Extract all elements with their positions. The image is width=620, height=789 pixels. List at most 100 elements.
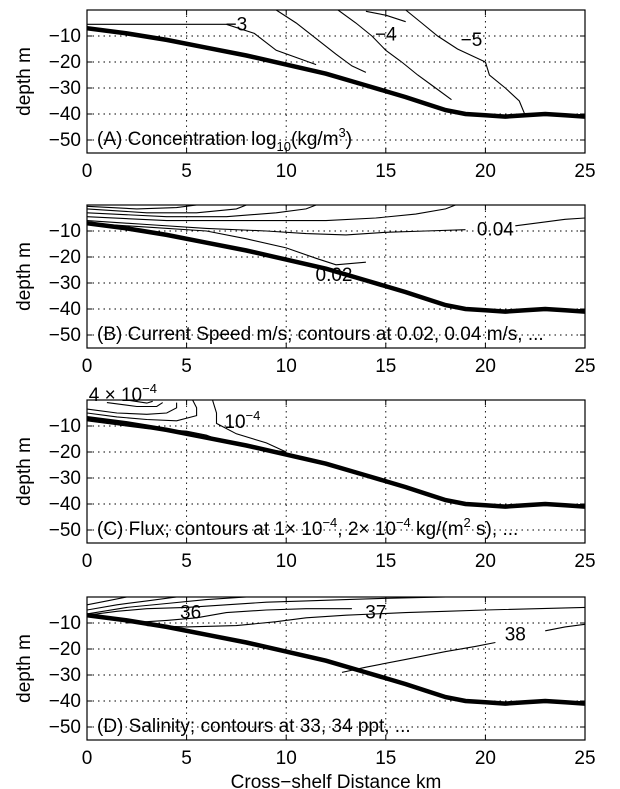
contour-line xyxy=(87,205,247,214)
contour-label: 0.04 xyxy=(477,220,514,241)
contour-line xyxy=(87,597,177,611)
contour-label: 4 × 10−4 xyxy=(89,381,157,406)
panel-label-text: (C) Flux; contours at 1× 10 xyxy=(97,519,322,540)
x-axis-label: Cross−shelf Distance km xyxy=(231,772,442,789)
y-tick-label: −30 xyxy=(49,665,81,686)
contour-label-value: 36 xyxy=(180,603,201,624)
contour-label-value: −5 xyxy=(461,30,483,51)
contour-label-value: 0.04 xyxy=(477,220,514,241)
x-tick-label: 15 xyxy=(375,356,396,377)
seabed-line xyxy=(87,25,585,119)
panel-label-superscript: 2 xyxy=(464,515,471,530)
panel-d: 0 5 10 15 20 25 −10 −20 −30 −40 −50 depth m 36 37 38 (D… xyxy=(14,596,596,789)
y-tick-label: −10 xyxy=(49,613,81,634)
x-tick-label: 20 xyxy=(475,356,496,377)
panel-label: (C) Flux; contours at 1× 10−4, 2× 10−4 k… xyxy=(97,515,518,540)
contour-line xyxy=(87,205,317,218)
contour-line xyxy=(87,220,466,236)
y-tick-label: −20 xyxy=(49,52,81,73)
contour-line xyxy=(87,23,317,66)
x-tick-label: 25 xyxy=(574,356,595,377)
x-tick-label: 20 xyxy=(475,748,496,769)
contour-line xyxy=(87,205,197,210)
y-axis-label: depth m xyxy=(14,437,35,506)
y-tick-label: −50 xyxy=(49,325,81,346)
y-tick-label: −10 xyxy=(49,416,81,437)
contour-label: 37 xyxy=(365,603,386,624)
seabed-line xyxy=(87,612,585,706)
contour-line xyxy=(365,10,406,23)
seabed-line xyxy=(87,220,585,314)
contour-layer xyxy=(87,205,585,314)
panel-label: (D) Salinity; contours at 33, 34 ppt, ..… xyxy=(97,716,411,737)
plot-area xyxy=(86,399,586,544)
panel-label-superscript: −4 xyxy=(396,515,411,530)
contour-line xyxy=(275,10,367,73)
contour-label-value: 37 xyxy=(365,603,386,624)
contour-label: 0.02 xyxy=(316,265,353,286)
x-tick-label: 15 xyxy=(375,748,396,769)
y-tick-label: −20 xyxy=(49,639,81,660)
y-tick-label: −50 xyxy=(49,130,81,151)
contour-label-exponent: −4 xyxy=(246,408,261,423)
y-tick-label: −40 xyxy=(49,299,81,320)
contour-label: 36 xyxy=(180,603,201,624)
contour-line xyxy=(87,597,247,615)
contour-label-exponent: −4 xyxy=(142,381,157,396)
contour-line xyxy=(405,10,526,116)
x-tick-label: 10 xyxy=(276,161,297,182)
panel-label-subscript: 10 xyxy=(277,139,291,154)
x-tick-label: 15 xyxy=(375,161,396,182)
contour-line xyxy=(337,10,452,101)
contour-line xyxy=(87,205,456,222)
contour-layer xyxy=(87,400,585,509)
panel-label-text: ) xyxy=(346,129,352,150)
y-axis-label: depth m xyxy=(14,242,35,311)
contour-line xyxy=(545,623,585,632)
x-tick-label: 20 xyxy=(475,551,496,572)
panel-a: 0 5 10 15 20 25 −10 −20 −30 −40 −50 depth m −3 −4 −5 (A… xyxy=(14,9,596,182)
y-tick-label: −50 xyxy=(49,520,81,541)
contour-line xyxy=(87,597,446,616)
panel-label-superscript: −4 xyxy=(322,515,337,530)
contour-line xyxy=(126,608,352,624)
contour-label-value: 4 × 10 xyxy=(89,385,142,406)
y-tick-label: −40 xyxy=(49,494,81,515)
y-tick-label: −20 xyxy=(49,247,81,268)
contour-label-value: −3 xyxy=(226,14,248,35)
contour-line xyxy=(87,402,178,415)
panel-label: (B) Current Speed m/s; contours at 0.02,… xyxy=(97,324,544,345)
plot-area xyxy=(86,9,586,154)
x-tick-label: 15 xyxy=(375,551,396,572)
contour-label: 10−4 xyxy=(224,408,260,433)
x-tick-label: 25 xyxy=(574,161,595,182)
panel-label-text: (A) Concentration log xyxy=(97,129,277,150)
contour-label: −5 xyxy=(461,30,483,51)
y-tick-label: −20 xyxy=(49,442,81,463)
panel-label-text: kg/(m xyxy=(411,519,464,540)
y-tick-label: −40 xyxy=(49,104,81,125)
x-tick-label: 0 xyxy=(82,161,93,182)
contour-line xyxy=(126,400,153,404)
contour-label: −3 xyxy=(226,14,248,35)
x-tick-label: 5 xyxy=(181,356,192,377)
contour-line xyxy=(87,400,198,422)
x-tick-label: 10 xyxy=(276,551,297,572)
y-tick-label: −50 xyxy=(49,717,81,738)
x-tick-label: 5 xyxy=(181,551,192,572)
y-axis-label: depth m xyxy=(14,47,35,116)
x-tick-label: 0 xyxy=(82,551,93,572)
contour-label-value: −4 xyxy=(375,25,397,46)
contour-label-value: 10 xyxy=(224,412,245,433)
y-tick-label: −30 xyxy=(49,78,81,99)
y-tick-label: −10 xyxy=(49,221,81,242)
panel-label-text: , 2× 10 xyxy=(337,519,396,540)
x-tick-label: 0 xyxy=(82,748,93,769)
x-tick-label: 5 xyxy=(181,748,192,769)
panel-label-text: (kg/m xyxy=(291,129,339,150)
x-tick-label: 20 xyxy=(475,161,496,182)
x-tick-label: 25 xyxy=(574,551,595,572)
panel-label: (A) Concentration log10(kg/m3) xyxy=(97,125,352,154)
